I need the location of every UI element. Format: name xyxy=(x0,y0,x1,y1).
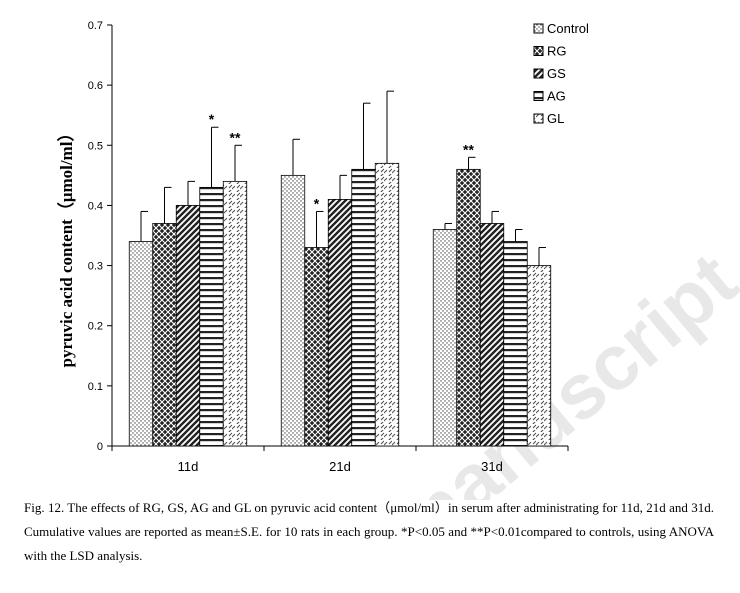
y-tick-label: 0 xyxy=(97,441,103,453)
x-tick-label: 21d xyxy=(329,459,351,474)
legend-swatch-rg xyxy=(533,46,544,56)
significance-marker: * xyxy=(209,111,215,127)
bar-rg-31d xyxy=(456,168,481,447)
legend-label: RG xyxy=(547,44,567,59)
chart-bars: ****** xyxy=(128,90,552,447)
bar-control-21d xyxy=(280,174,306,447)
bar-gs-31d xyxy=(479,223,505,447)
y-tick-label: 0.3 xyxy=(88,261,103,273)
bar-control-11d xyxy=(128,241,154,447)
legend-swatch-control xyxy=(533,23,544,34)
bar-gs-11d xyxy=(175,205,201,447)
legend-label: GS xyxy=(547,66,566,81)
bar-gl-11d xyxy=(222,180,248,447)
figure-caption: Fig. 12. The effects of RG, GS, AG and G… xyxy=(24,500,714,563)
chart-legend: Control RG GS AG GL xyxy=(533,21,589,126)
y-tick-label: 0.7 xyxy=(88,20,103,32)
y-tick-label: 0.1 xyxy=(88,381,103,393)
bar-ag-11d xyxy=(199,186,224,447)
bar-gl-31d xyxy=(526,265,552,447)
bar-control-31d xyxy=(432,229,458,447)
legend-label: GL xyxy=(547,111,564,126)
legend-label: AG xyxy=(547,89,566,104)
y-tick-label: 0.6 xyxy=(88,80,103,92)
bar-ag-31d xyxy=(503,241,528,447)
x-tick-label: 11d xyxy=(178,459,199,474)
bar-gs-21d xyxy=(327,199,353,447)
watermark: manuscript xyxy=(374,235,740,500)
significance-marker: * xyxy=(314,195,320,211)
legend-swatch-gl xyxy=(533,113,544,124)
significance-marker: ** xyxy=(230,129,241,145)
y-tick-label: 0.4 xyxy=(88,200,103,212)
legend-label: Control xyxy=(547,21,589,36)
legend-swatch-gs xyxy=(533,68,544,79)
y-tick-label: 0.5 xyxy=(88,140,103,152)
bar-rg-21d xyxy=(304,247,329,447)
bar-gl-21d xyxy=(374,162,400,447)
y-axis-label: pyruvic acid content（μmol/ml） xyxy=(56,125,76,368)
x-tick-label: 31d xyxy=(481,459,503,474)
chart-axes: 0 0.1 0.2 0.3 0.4 0.5 0.6 0.7 11d 21d 31d xyxy=(88,20,569,474)
significance-marker: ** xyxy=(463,141,474,157)
bar-rg-11d xyxy=(152,223,177,447)
chart: manuscript 0 0.1 0.2 0.3 0.4 0.5 0.6 0.7 11d 21d 3… xyxy=(56,20,740,500)
bar-ag-21d xyxy=(351,168,376,447)
legend-swatch-ag xyxy=(533,91,544,101)
y-tick-label: 0.2 xyxy=(88,321,103,333)
